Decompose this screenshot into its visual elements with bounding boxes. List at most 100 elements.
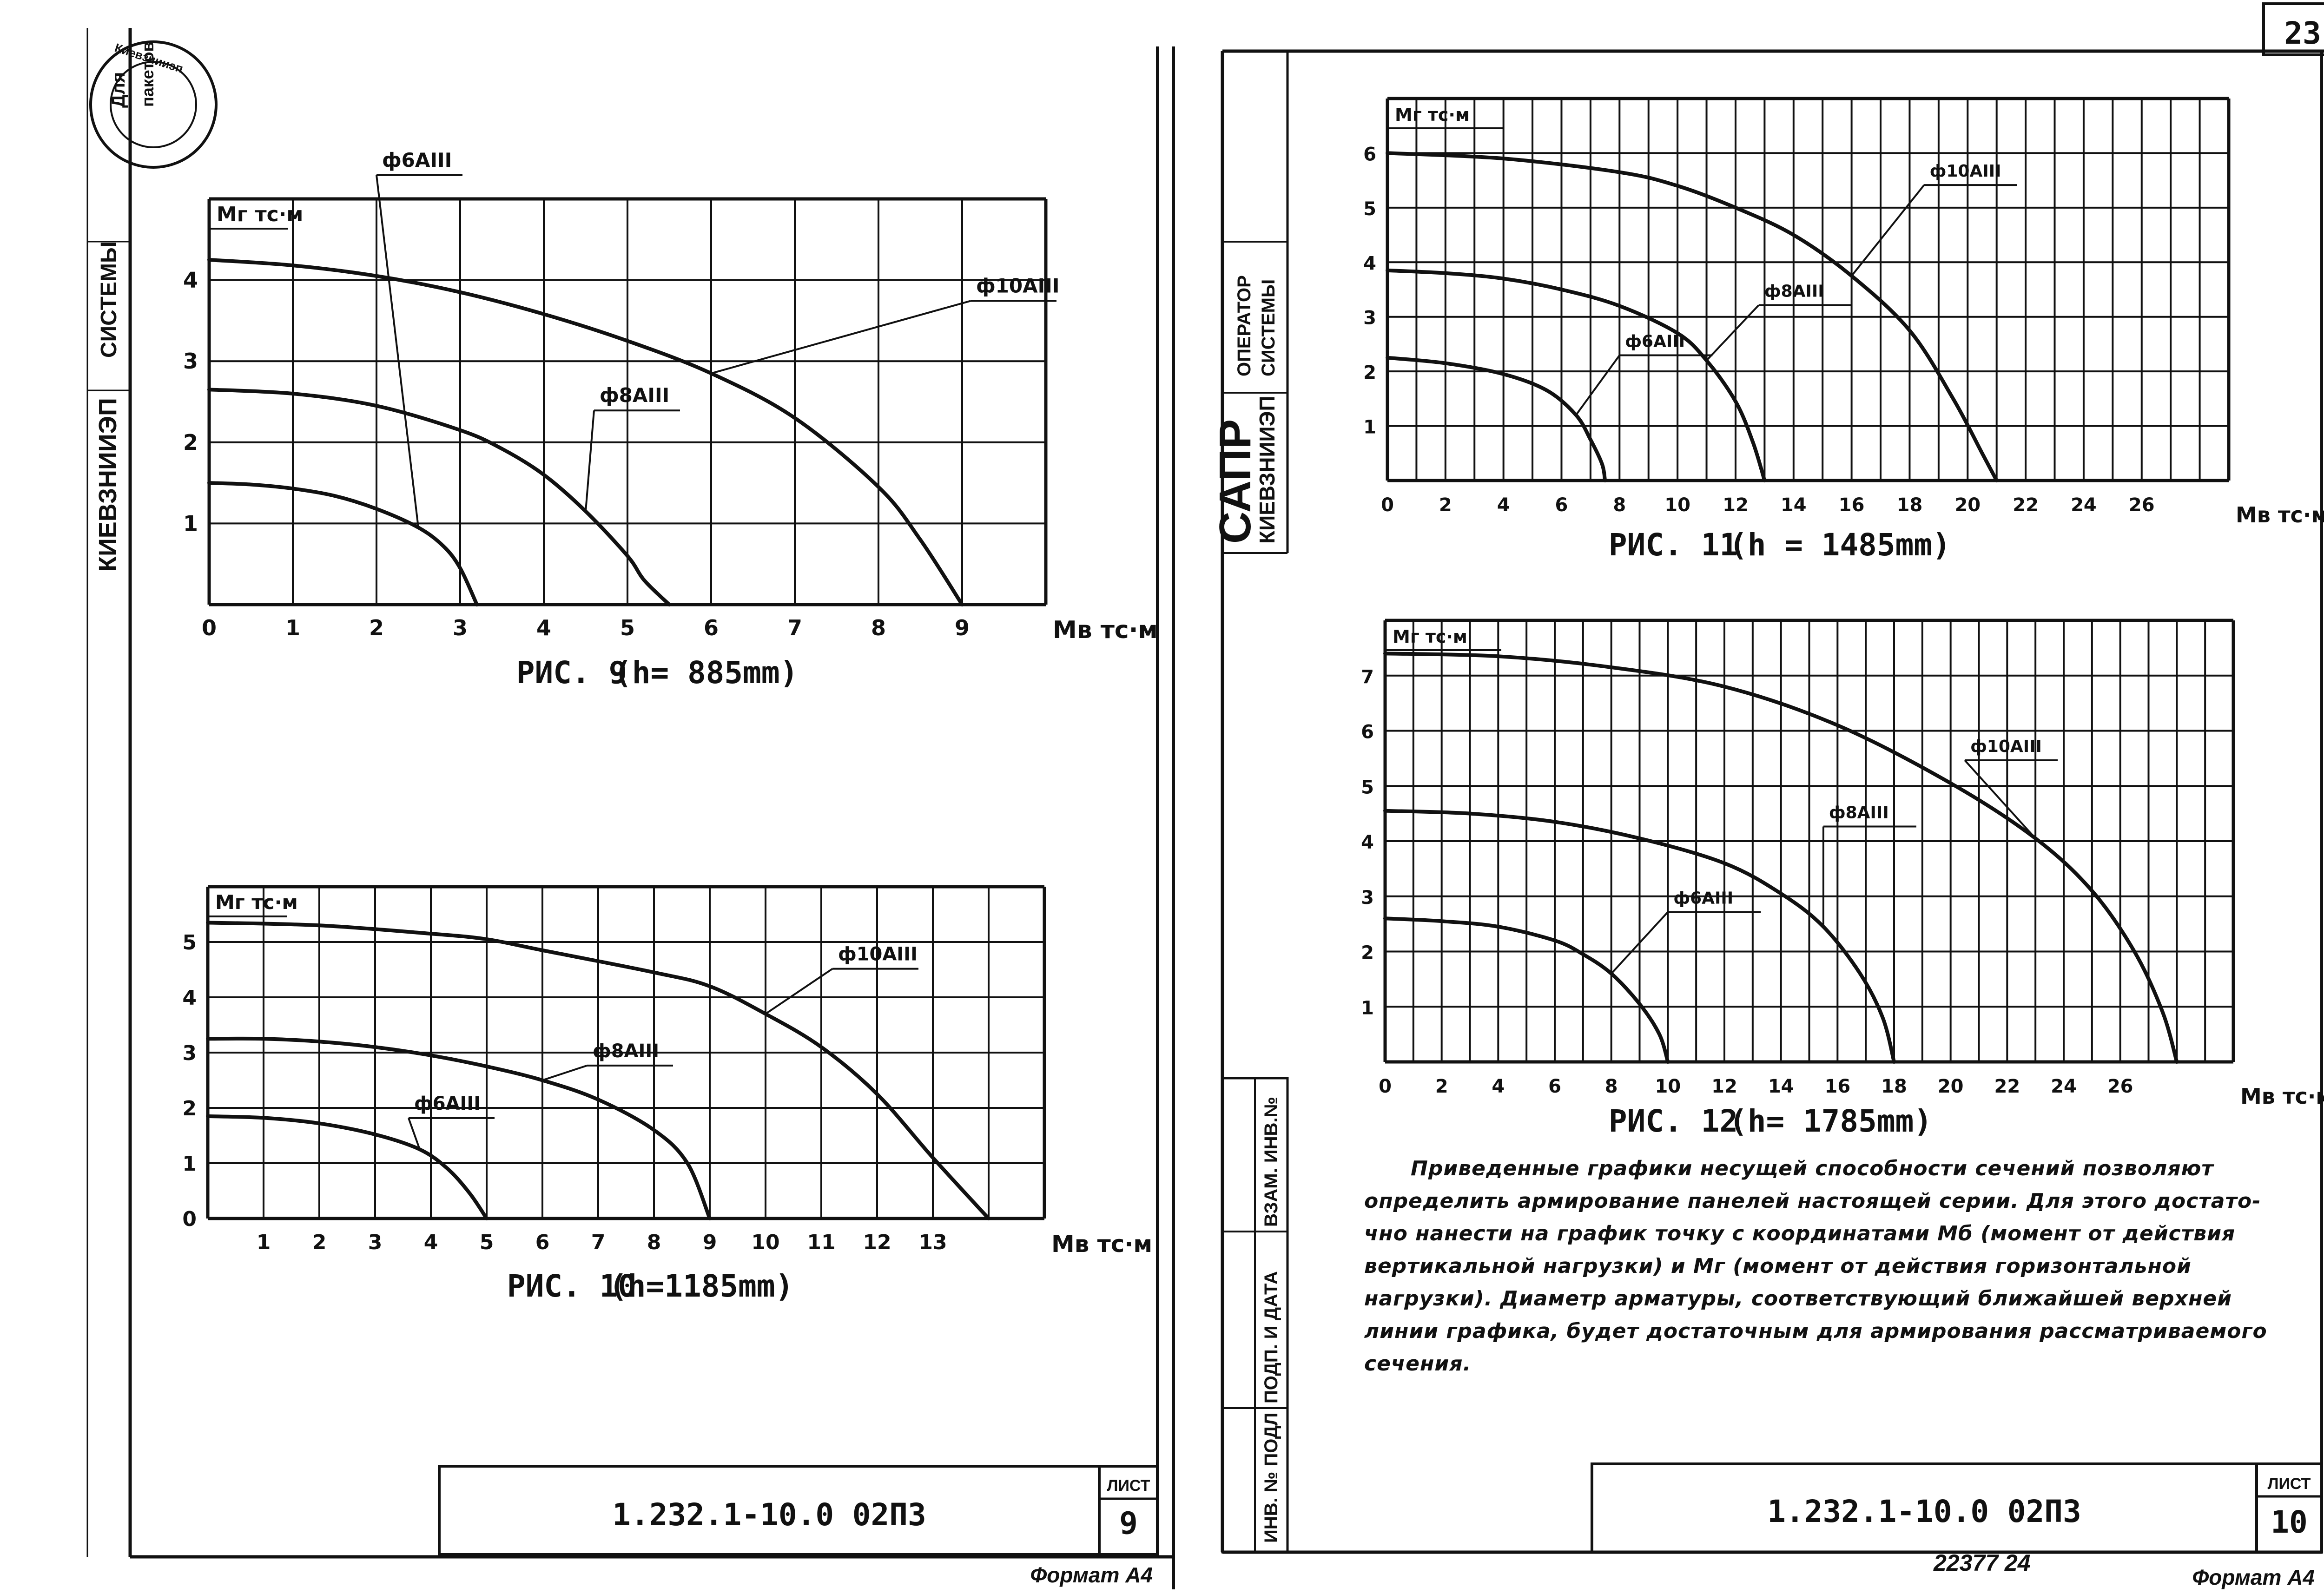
left-institute-label: КИЕВЗНИИЭП bbox=[94, 398, 122, 572]
x-axis-label: Мв тс·м bbox=[2236, 502, 2324, 527]
series-label: ф10АIII bbox=[838, 944, 918, 965]
sheet-number: 23 bbox=[2284, 15, 2321, 51]
series-label: ф6АIII bbox=[1625, 332, 1685, 351]
series-leader-line bbox=[1706, 304, 1760, 362]
series-leader-line bbox=[376, 175, 419, 528]
series-label: ф10АIII bbox=[1930, 162, 2001, 181]
x-axis-label: Мв тс·м bbox=[1051, 1231, 1152, 1258]
y-tick-label: 3 bbox=[1361, 887, 1374, 909]
grid bbox=[207, 197, 1048, 606]
x-tick-label: 4 bbox=[424, 1231, 438, 1254]
x-tick-label: 3 bbox=[368, 1231, 383, 1254]
x-tick-label: 12 bbox=[863, 1231, 891, 1254]
series-label: ф6АIII bbox=[382, 149, 452, 171]
right-system-label: СИСТЕМЫ bbox=[1258, 279, 1279, 376]
y-tick-label: 0 bbox=[182, 1207, 197, 1231]
y-tick-label: 2 bbox=[182, 1097, 197, 1120]
x-tick-label: 24 bbox=[2051, 1076, 2077, 1097]
sheet-number-box bbox=[2262, 2, 2324, 56]
x-tick-label: 18 bbox=[1897, 494, 1923, 516]
x-tick-label: 10 bbox=[1655, 1076, 1681, 1097]
y-tick-label: 3 bbox=[182, 1041, 197, 1065]
note-line: линии графика, будет достаточным для арм… bbox=[1364, 1319, 2267, 1343]
note-line: чно нанести на график точку с координата… bbox=[1364, 1222, 2236, 1245]
x-tick-label: 10 bbox=[751, 1231, 779, 1254]
y-axis-label: Мг тс·м bbox=[1393, 626, 1467, 647]
x-tick-label: 18 bbox=[1881, 1076, 1907, 1097]
figure-subtitle: (h= 885mm) bbox=[614, 655, 798, 691]
x-tick-label: 20 bbox=[1954, 494, 1981, 516]
y-axis-label: Мг тс·м bbox=[217, 203, 303, 226]
x-tick-label: 6 bbox=[1548, 1076, 1561, 1097]
series-line bbox=[1386, 268, 1767, 482]
note-line: сечения. bbox=[1364, 1352, 1472, 1376]
y-axis-label: Мг тс·м bbox=[215, 891, 298, 914]
series-line bbox=[1386, 356, 1607, 482]
chart-fig-9: 0 1 2 3 4 5 6 7 8 9 1 2 3 4 Мг тс·м Мв тс·м ф6АIII ф8АIII… bbox=[183, 149, 1158, 691]
stamp-inner-ring bbox=[110, 61, 197, 148]
figure-subtitle: (h= 1785mm) bbox=[1729, 1103, 1932, 1139]
y-tick-label: 7 bbox=[1361, 666, 1374, 688]
right-institute-label: КИЕВЗНИИЭП bbox=[1255, 396, 1279, 544]
series-line bbox=[1383, 809, 1896, 1064]
y-tick-label: 4 bbox=[183, 268, 198, 293]
left-title-block bbox=[438, 1465, 1159, 1556]
series-leader-line bbox=[1964, 759, 2036, 839]
series-leader-line bbox=[1611, 911, 1669, 975]
x-tick-label: 4 bbox=[1497, 494, 1510, 516]
y-tick-label: 6 bbox=[1363, 144, 1376, 165]
series-label: ф10АIII bbox=[1970, 737, 2042, 756]
x-tick-label: 3 bbox=[453, 615, 468, 640]
series-label: ф8АIII bbox=[1829, 803, 1889, 822]
grid bbox=[1383, 619, 2235, 1064]
x-tick-label: 5 bbox=[480, 1231, 494, 1254]
y-tick-label: 1 bbox=[1361, 997, 1374, 1019]
x-tick-label: 20 bbox=[1938, 1076, 1964, 1097]
series-leader-line bbox=[585, 410, 595, 512]
figure-title: РИС. 9 bbox=[516, 655, 627, 691]
x-tick-label: 8 bbox=[1613, 494, 1626, 516]
left-sheet-frame bbox=[86, 28, 1175, 1589]
x-tick-label: 26 bbox=[2129, 494, 2155, 516]
x-tick-label: 0 bbox=[202, 615, 217, 640]
y-tick-label: 5 bbox=[1363, 198, 1376, 220]
x-tick-label: 8 bbox=[1605, 1076, 1618, 1097]
series-leader-line bbox=[1851, 184, 1925, 277]
series-line bbox=[1383, 652, 2179, 1064]
y-tick-label: 3 bbox=[183, 349, 198, 374]
x-tick-label: 26 bbox=[2107, 1076, 2133, 1097]
series-label: ф10АIII bbox=[976, 275, 1060, 297]
left-sheet-number: 9 bbox=[1119, 1505, 1138, 1541]
figure-title: РИС. 12 bbox=[1609, 1103, 1738, 1139]
x-axis-label: Мв тс·м bbox=[1053, 616, 1158, 644]
series-line bbox=[207, 257, 964, 606]
left-format-label: Формат А4 bbox=[1030, 1563, 1153, 1587]
series-leader-line bbox=[765, 968, 833, 1015]
note-line: определить армирование панелей настоящей… bbox=[1364, 1189, 2261, 1213]
x-tick-label: 6 bbox=[535, 1231, 550, 1254]
y-tick-label: 4 bbox=[1363, 253, 1376, 274]
series-leader-line bbox=[542, 1064, 588, 1081]
inventory-column-label-2: ПОДП. И ДАТА bbox=[1261, 1271, 1281, 1403]
x-tick-label: 14 bbox=[1781, 494, 1807, 516]
figure-subtitle: (h = 1485mm) bbox=[1729, 527, 1951, 563]
series-leader-line bbox=[1575, 355, 1620, 416]
right-document-code: 1.232.1-10.0 02ПЗ bbox=[1767, 1494, 2081, 1529]
right-sheet-label: ЛИСТ bbox=[2268, 1475, 2311, 1493]
x-tick-label: 6 bbox=[1555, 494, 1568, 516]
sapr-label: САПР bbox=[1210, 419, 1260, 544]
inventory-column-label-3: ВЗАМ. ИНВ.№ bbox=[1261, 1097, 1281, 1227]
stamp-outer-ring bbox=[89, 40, 218, 169]
x-tick-label: 12 bbox=[1723, 494, 1749, 516]
figure-subtitle: (h=1185mm) bbox=[609, 1268, 793, 1304]
series-line bbox=[207, 388, 671, 606]
inventory-column-label-1: ИНВ. № ПОДЛ bbox=[1261, 1413, 1281, 1543]
x-tick-label: 7 bbox=[787, 615, 802, 640]
note-line: Приведенные графики несущей способности … bbox=[1411, 1157, 2214, 1180]
x-tick-label: 2 bbox=[369, 615, 384, 640]
x-tick-label: 22 bbox=[1994, 1076, 2020, 1097]
